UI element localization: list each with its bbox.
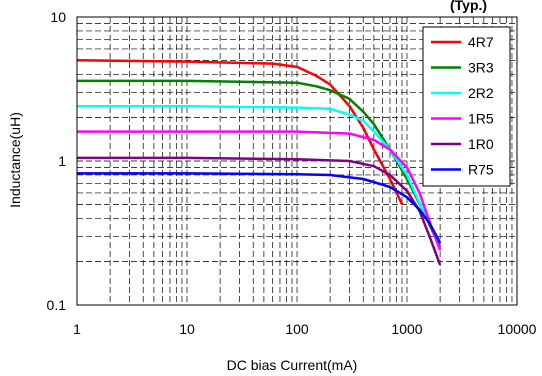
x-tick-label: 10000 bbox=[498, 321, 537, 337]
plot-frame bbox=[76, 16, 518, 306]
legend-label-r75: R75 bbox=[468, 162, 494, 178]
x-axis-title: DC bias Current(mA) bbox=[227, 357, 358, 373]
series-line-1r5 bbox=[77, 130, 442, 251]
legend: 4R7 3R3 2R2 1R5 1R0 R75 bbox=[422, 26, 511, 187]
series-line-3r3 bbox=[77, 79, 442, 249]
legend-label-4r7: 4R7 bbox=[468, 34, 494, 50]
series-line-2r2 bbox=[77, 104, 442, 244]
x-tick-label: 10 bbox=[179, 321, 195, 337]
y-tick-label: 0.1 bbox=[47, 297, 67, 313]
x-tick-label: 100 bbox=[285, 321, 309, 337]
series-line-1r0 bbox=[77, 156, 442, 266]
corner-text: (Typ.) bbox=[450, 0, 487, 13]
y-axis-title: Inductance(uH) bbox=[7, 112, 23, 208]
x-tick-label: 1 bbox=[73, 321, 81, 337]
legend-box bbox=[422, 26, 511, 187]
grid bbox=[77, 17, 517, 305]
legend-label-2r2: 2R2 bbox=[468, 85, 494, 101]
legend-label-3r3: 3R3 bbox=[468, 60, 494, 76]
series-lines bbox=[76, 59, 442, 266]
legend-label-1r0: 1R0 bbox=[468, 136, 494, 152]
y-tick-label: 1 bbox=[58, 153, 66, 169]
tick-labels: 1 10 100 1000 10000 0.1 1 10 bbox=[47, 9, 537, 337]
series-line-4r7 bbox=[76, 59, 404, 205]
y-tick-label: 10 bbox=[50, 9, 66, 25]
x-tick-label: 1000 bbox=[391, 321, 422, 337]
legend-label-1r5: 1R5 bbox=[468, 111, 494, 127]
series-line-r75 bbox=[77, 172, 442, 244]
